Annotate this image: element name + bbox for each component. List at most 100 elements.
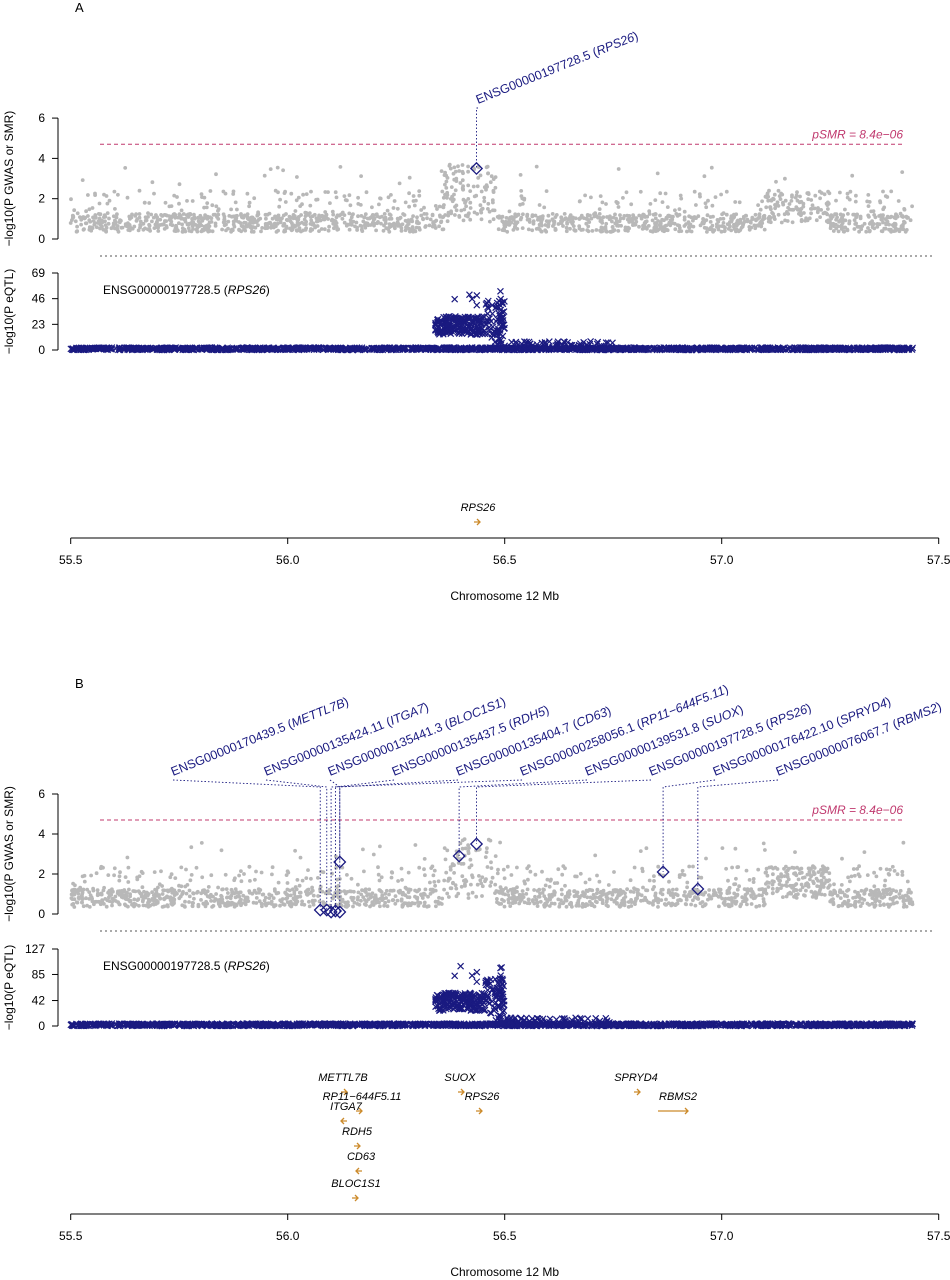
gwas-point — [423, 873, 427, 878]
gwas-point — [126, 904, 130, 909]
gwas-point — [601, 215, 606, 220]
gwas-point — [104, 229, 108, 233]
gwas-point — [747, 878, 752, 882]
gwas-point — [199, 192, 204, 197]
gwas-point — [146, 211, 150, 216]
gwas-point — [200, 875, 205, 880]
gwas-point — [185, 222, 190, 227]
gwas-point — [680, 872, 685, 877]
gwas-point — [732, 891, 737, 896]
gwas-point — [687, 892, 691, 897]
gwas-point — [564, 904, 569, 909]
gwas-point — [125, 195, 130, 200]
gwas-point — [892, 229, 896, 234]
gwas-point — [359, 214, 364, 218]
gwas-point — [868, 228, 872, 233]
gwas-point — [495, 215, 500, 219]
gwas-point — [445, 196, 449, 200]
gwas-point — [109, 226, 114, 231]
gwas-point — [867, 892, 872, 897]
gwas-point — [221, 212, 226, 217]
gwas-point — [228, 902, 233, 907]
gwas-point — [245, 191, 250, 196]
gwas-point — [488, 219, 492, 224]
eqtl-point — [436, 320, 444, 328]
gwas-point — [210, 203, 215, 208]
eqtl-point — [822, 346, 830, 354]
gwas-point — [239, 879, 244, 884]
gwas-point — [520, 889, 525, 893]
gwas-point — [757, 893, 761, 897]
gwas-point — [416, 903, 421, 908]
gwas-point — [358, 223, 363, 228]
gwas-point — [479, 210, 484, 215]
gwas-point — [522, 900, 527, 905]
gwas-point — [674, 212, 679, 216]
gwas-point — [334, 866, 338, 870]
gwas-point — [398, 215, 403, 220]
eqtl-point — [206, 344, 213, 352]
gwas-point — [839, 216, 844, 221]
gwas-point — [143, 226, 147, 231]
gwas-point — [668, 218, 673, 223]
gwas-point — [781, 202, 786, 207]
gwas-point — [408, 229, 412, 234]
eqtl-point — [479, 345, 487, 353]
gwas-point — [454, 208, 459, 213]
gwas-point — [768, 205, 773, 210]
gwas-point — [710, 203, 715, 208]
gwas-point — [179, 884, 184, 889]
gwas-point — [113, 207, 117, 211]
gwas-point — [553, 226, 558, 231]
gwas-point — [293, 209, 298, 213]
gwas-point — [560, 218, 565, 223]
gwas-point — [905, 879, 910, 884]
gwas-point — [901, 905, 906, 909]
gwas-point — [809, 207, 813, 211]
gwas-point — [834, 217, 838, 222]
gwas-point — [390, 898, 395, 903]
gwas-point — [123, 875, 128, 879]
gwas-point — [878, 866, 883, 871]
gwas-point — [546, 213, 551, 218]
gwas-point — [532, 888, 536, 892]
eqtl-point — [632, 345, 640, 353]
eqtl-point — [838, 346, 846, 354]
gwas-point — [880, 896, 885, 900]
eqtl-point — [773, 345, 780, 353]
gwas-point — [315, 197, 320, 202]
gwas-point — [836, 229, 841, 234]
gwas-point — [408, 219, 413, 223]
gwas-point — [187, 900, 191, 904]
gwas-point — [751, 877, 756, 881]
gwas-point — [647, 901, 652, 905]
gwas-point — [226, 219, 231, 224]
gwas-point — [387, 892, 391, 897]
gwas-point — [559, 898, 563, 903]
gwas-point — [807, 216, 812, 221]
gwas-point — [704, 205, 709, 210]
gwas-point — [512, 887, 517, 891]
gwas-point — [445, 190, 450, 195]
gwas-point — [653, 216, 658, 221]
gwas-point — [693, 903, 698, 908]
eqtl-point — [392, 346, 400, 354]
gwas-point — [733, 200, 738, 204]
gwas-point — [96, 221, 100, 225]
gwas-point — [400, 878, 404, 882]
gwas-point — [664, 897, 668, 902]
gwas-point — [79, 222, 83, 227]
gwas-point — [263, 226, 268, 231]
gwas-point — [705, 213, 710, 218]
gwas-point — [625, 217, 630, 222]
gwas-point — [363, 225, 368, 230]
gwas-point — [493, 854, 498, 858]
gwas-point — [490, 875, 495, 880]
gwas-point — [378, 844, 382, 849]
gwas-point — [216, 885, 221, 890]
gwas-point — [399, 229, 404, 233]
gwas-point — [356, 195, 360, 200]
gwas-point — [828, 892, 832, 897]
eqtl-point — [442, 346, 449, 354]
gwas-point — [82, 879, 87, 884]
